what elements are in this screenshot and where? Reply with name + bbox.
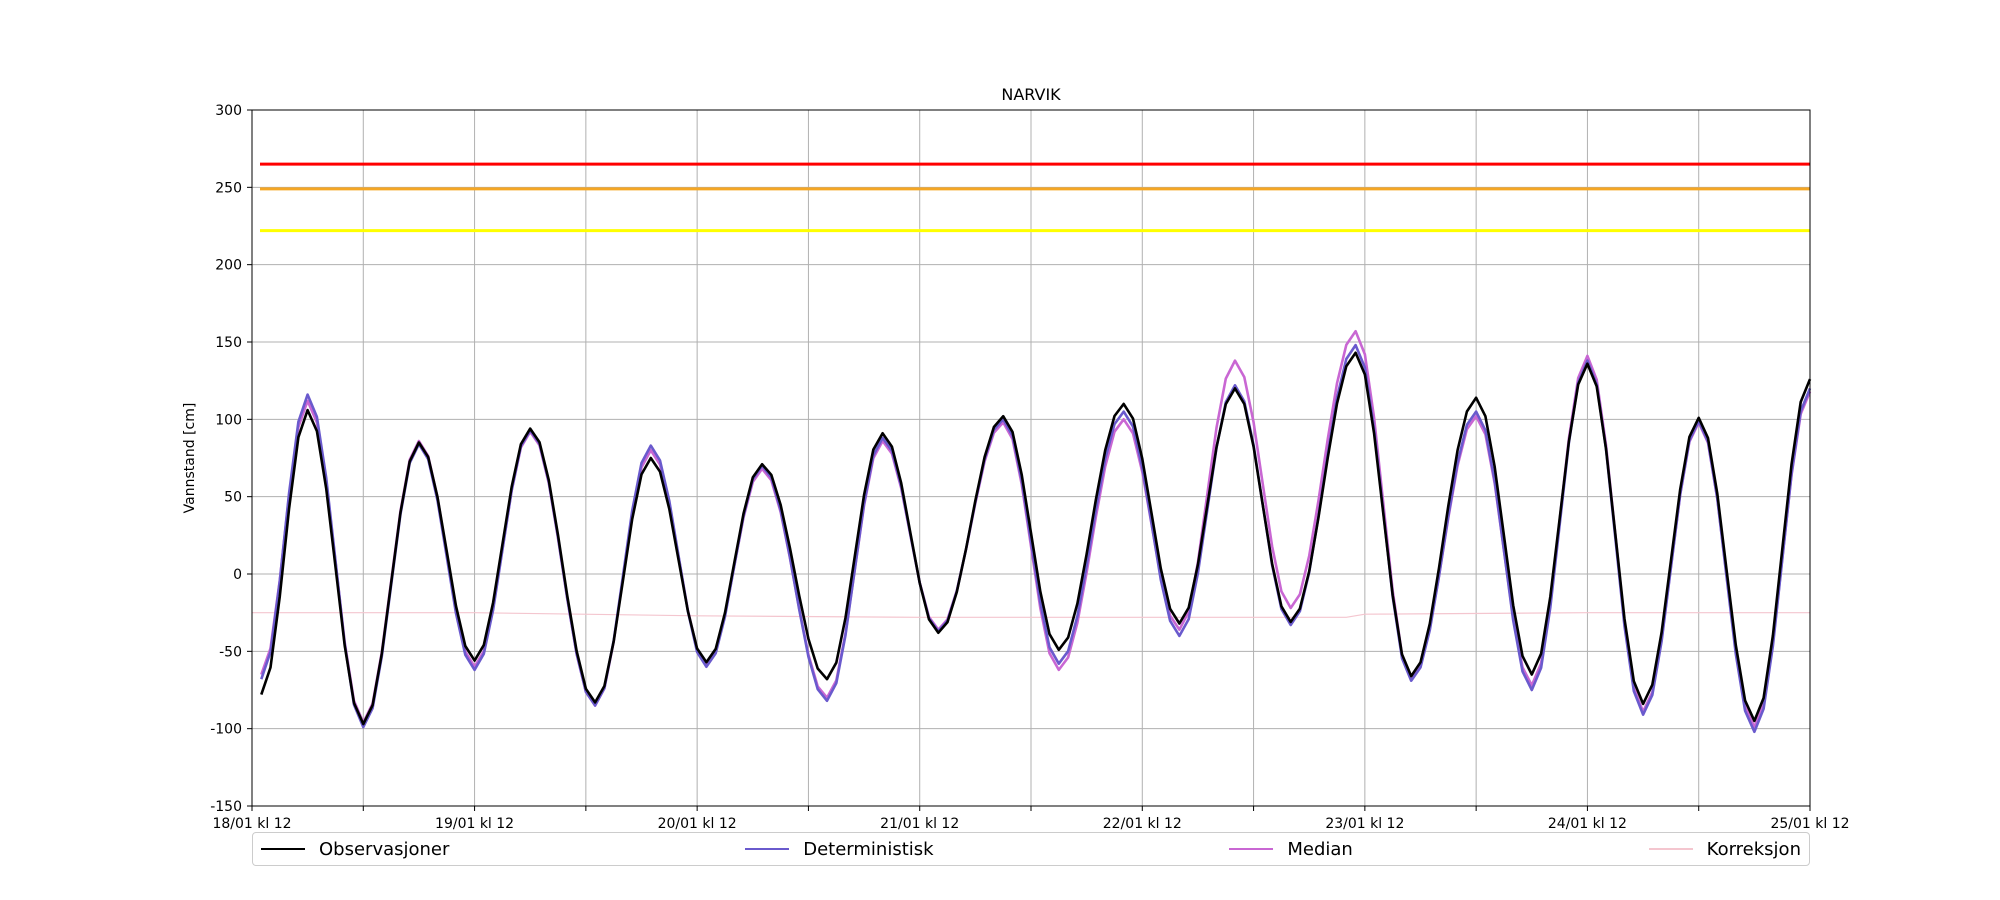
x-tick-label: 23/01 kl 12	[1325, 816, 1404, 832]
y-tick-label: 100	[215, 412, 242, 428]
y-tick-label: 300	[215, 103, 242, 119]
y-tick-label: -150	[210, 799, 242, 815]
x-tick-label: 24/01 kl 12	[1548, 816, 1627, 832]
legend-label: Median	[1287, 838, 1353, 860]
x-tick-label: 22/01 kl 12	[1103, 816, 1182, 832]
series-line-deterministisk	[260, 343, 1812, 734]
y-tick-label: -50	[219, 644, 242, 660]
x-tick-label: 25/01 kl 12	[1770, 816, 1849, 832]
x-tick-label: 18/01 kl 12	[212, 816, 291, 832]
y-tick-label: 0	[233, 567, 242, 583]
chart-title: NARVIK	[1001, 85, 1061, 104]
legend-item-deterministisk: Deterministisk	[745, 838, 934, 860]
legend-swatch-korreksjon	[1648, 848, 1693, 850]
y-tick-label: 200	[215, 258, 242, 274]
y-axis-label: Vannstand [cm]	[182, 403, 198, 514]
y-tick-label: 50	[224, 490, 242, 506]
series-lines	[252, 329, 1812, 734]
x-tick-label: 19/01 kl 12	[435, 816, 514, 832]
series-line-observasjoner	[260, 351, 1812, 726]
legend-label: Korreksjon	[1706, 838, 1801, 860]
legend-label: Deterministisk	[803, 838, 934, 860]
y-tick-label: 250	[215, 180, 242, 196]
x-ticks: 18/01 kl 12 19/01 kl 12 20/01 kl 12 21/01 k…	[212, 806, 1850, 832]
legend-item-observasjoner: Observasjoner	[261, 839, 449, 860]
legend-swatch-median	[1229, 848, 1274, 850]
y-tick-label: 150	[215, 335, 242, 351]
legend-swatch-observasjoner	[261, 848, 305, 850]
x-tick-label: 20/01 kl 12	[658, 816, 737, 832]
legend-label: Observasjoner	[319, 838, 450, 860]
y-tick-label: -100	[210, 722, 242, 738]
y-ticks: -150 -100 -50 0 50 100 150 200 250 300	[210, 103, 252, 815]
legend-item-korreksjon: Korreksjon	[1648, 838, 1801, 860]
legend-item-median: Median	[1229, 838, 1353, 860]
x-tick-label: 21/01 kl 12	[880, 816, 959, 832]
threshold-lines	[260, 162, 1810, 233]
legend-swatch-deterministisk	[745, 848, 790, 850]
grid	[251, 109, 1811, 807]
legend: Observasjoner Deterministisk Median Korr…	[252, 832, 1810, 866]
